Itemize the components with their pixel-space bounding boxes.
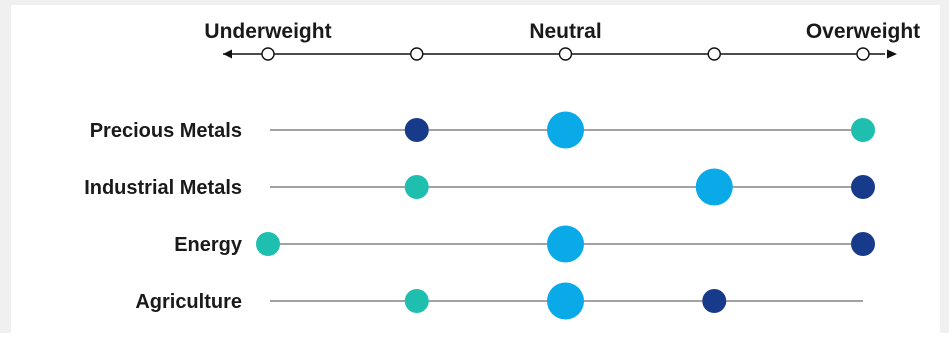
row-1: Industrial Metals — [84, 168, 875, 206]
axis-tick-label-0: Underweight — [204, 20, 331, 43]
row-1-point-1 — [695, 168, 733, 206]
row-1-point-2 — [851, 175, 875, 199]
scale-axis: Underweight Neutral Overweight — [204, 20, 920, 61]
row-0-point-1 — [547, 111, 584, 149]
row-3-point-0 — [404, 289, 429, 313]
axis-level-marker-2 — [558, 47, 573, 61]
row-2-point-0 — [256, 232, 280, 256]
positioning-chart: Underweight Neutral Overweight Precious Me… — [84, 20, 920, 320]
chart-panel: Underweight Neutral Overweight Precious Me… — [11, 5, 940, 333]
row-2: Energy — [174, 225, 875, 263]
row-label-1: Industrial Metals — [84, 177, 242, 199]
row-0-point-2 — [851, 118, 875, 142]
row-3: Agriculture — [135, 282, 863, 320]
axis-tick-label-1: Neutral — [529, 20, 601, 43]
row-2-point-1 — [547, 225, 584, 263]
row-0-point-0 — [404, 118, 429, 142]
row-label-0: Precious Metals — [90, 120, 242, 142]
row-label-2: Energy — [174, 234, 243, 256]
axis-arrow-left-icon — [223, 49, 232, 59]
row-3-point-1 — [547, 282, 584, 320]
axis-arrow-right-icon — [887, 49, 897, 59]
row-label-3: Agriculture — [135, 291, 242, 313]
row-2-point-2 — [851, 232, 875, 256]
row-3-point-2 — [702, 289, 727, 313]
axis-level-marker-4 — [856, 47, 870, 61]
axis-level-marker-1 — [410, 47, 424, 61]
category-rows: Precious Metals Industrial Metals Energy Ag… — [84, 111, 875, 320]
axis-level-marker-3 — [707, 47, 721, 61]
axis-level-marker-0 — [261, 47, 275, 61]
axis-tick-label-2: Overweight — [806, 20, 920, 43]
row-0: Precious Metals — [90, 111, 875, 149]
row-1-point-0 — [404, 175, 429, 199]
